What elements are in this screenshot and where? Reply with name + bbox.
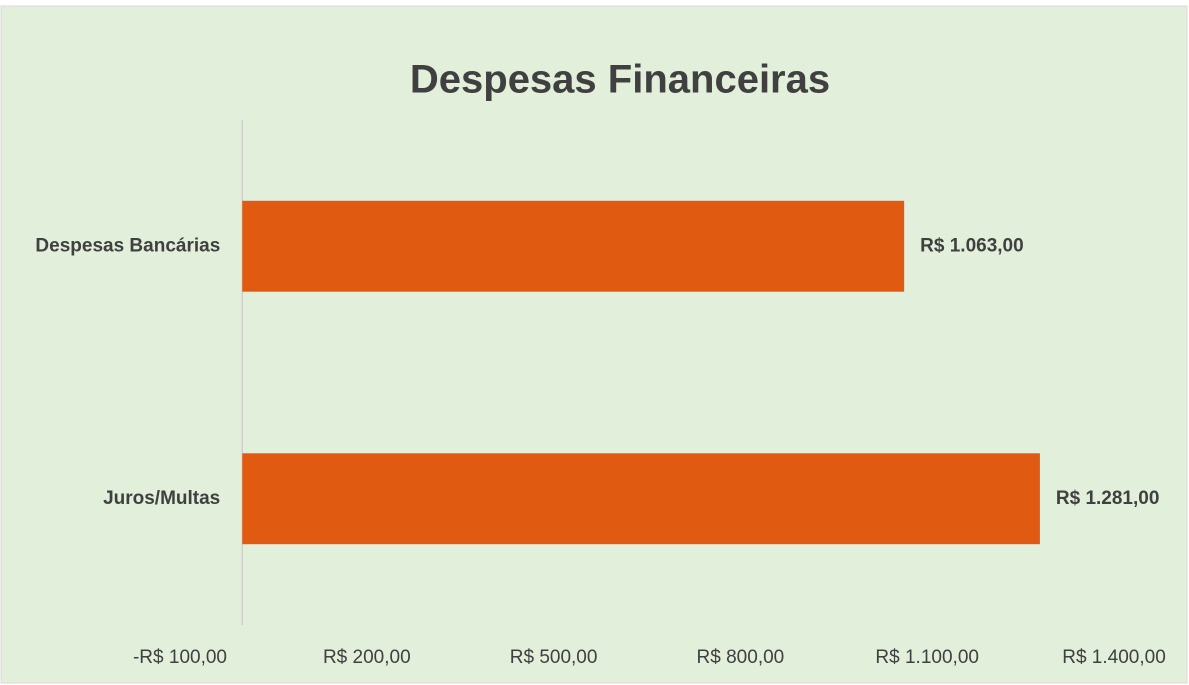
chart-area (0, 5, 1188, 684)
x-tick-label: -R$ 100,00 (133, 647, 227, 668)
x-tick-label: R$ 1.400,00 (1062, 647, 1166, 668)
y-tick-label: Juros/Multas (103, 488, 220, 509)
bar (242, 200, 905, 292)
data-label: R$ 1.281,00 (1056, 488, 1160, 509)
x-tick-label: R$ 1.100,00 (875, 647, 979, 668)
x-tick-label: R$ 800,00 (697, 647, 785, 668)
y-tick-label: Despesas Bancárias (35, 235, 220, 256)
bar (242, 453, 1040, 545)
x-tick-label: R$ 500,00 (510, 647, 598, 668)
chart-title: Despesas Financeiras (410, 58, 830, 102)
x-tick-label: R$ 200,00 (323, 647, 411, 668)
data-label: R$ 1.063,00 (920, 235, 1024, 256)
